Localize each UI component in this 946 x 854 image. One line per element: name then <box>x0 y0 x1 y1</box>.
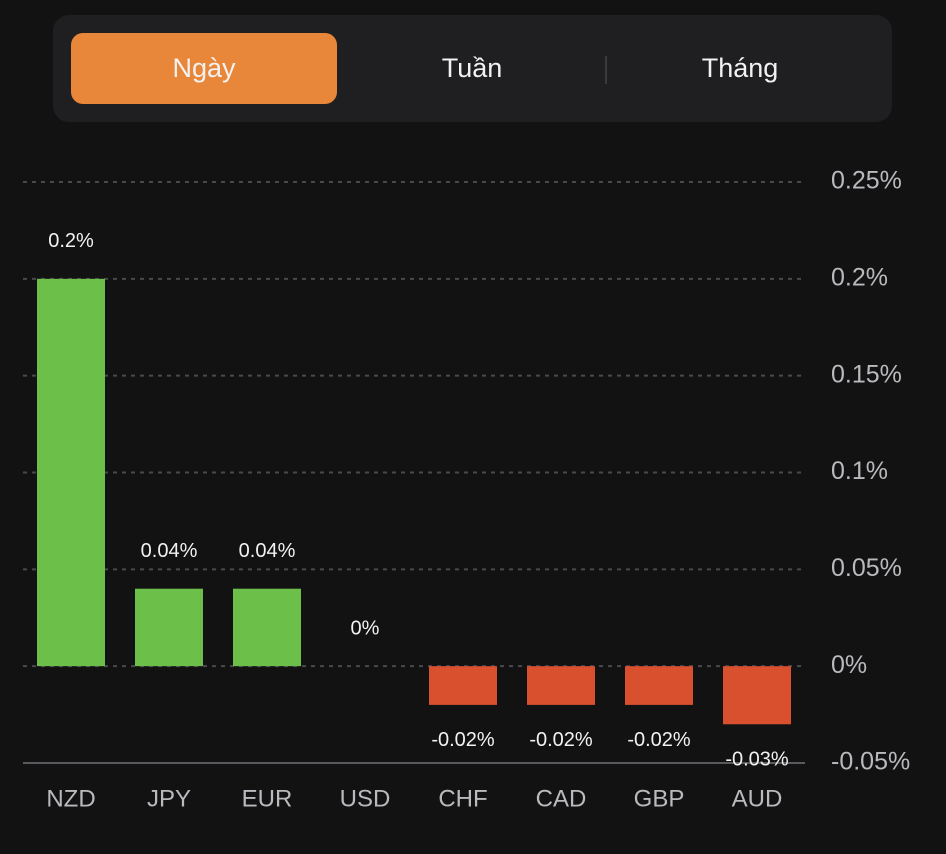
y-tick-label: 0% <box>831 651 867 679</box>
bar <box>135 588 203 667</box>
bar <box>233 588 301 667</box>
bar <box>723 666 791 725</box>
value-label: 0% <box>351 617 380 639</box>
tab-label[interactable]: Tháng <box>702 53 779 83</box>
value-label: 0.04% <box>141 540 198 562</box>
y-tick-label: 0.05% <box>831 554 902 582</box>
value-label: -0.02% <box>529 729 593 751</box>
x-tick-label: EUR <box>242 785 293 812</box>
bar <box>37 278 105 667</box>
x-tick-label: USD <box>340 785 391 812</box>
value-label: 0.2% <box>48 230 94 252</box>
x-tick-label: CHF <box>438 785 487 812</box>
tab-label[interactable]: Ngày <box>172 53 236 83</box>
bar <box>429 666 497 705</box>
x-tick-label: JPY <box>147 785 191 812</box>
y-tick-label: -0.05% <box>831 748 910 776</box>
x-tick-label: GBP <box>634 785 685 812</box>
value-label: -0.03% <box>725 749 789 771</box>
y-tick-label: 0.2% <box>831 263 888 291</box>
bar <box>625 666 693 705</box>
x-tick-label: AUD <box>732 785 783 812</box>
active-tab[interactable] <box>71 33 337 104</box>
y-tick-label: 0.15% <box>831 360 902 388</box>
value-label: -0.02% <box>431 729 495 751</box>
y-tick-label: 0.25% <box>831 167 902 195</box>
value-label: -0.02% <box>627 729 691 751</box>
tab-label[interactable]: Tuần <box>442 53 503 83</box>
value-label: 0.04% <box>239 540 296 562</box>
x-tick-label: NZD <box>46 785 95 812</box>
bar <box>527 666 595 705</box>
x-tick-label: CAD <box>536 785 587 812</box>
y-tick-label: 0.1% <box>831 457 888 485</box>
